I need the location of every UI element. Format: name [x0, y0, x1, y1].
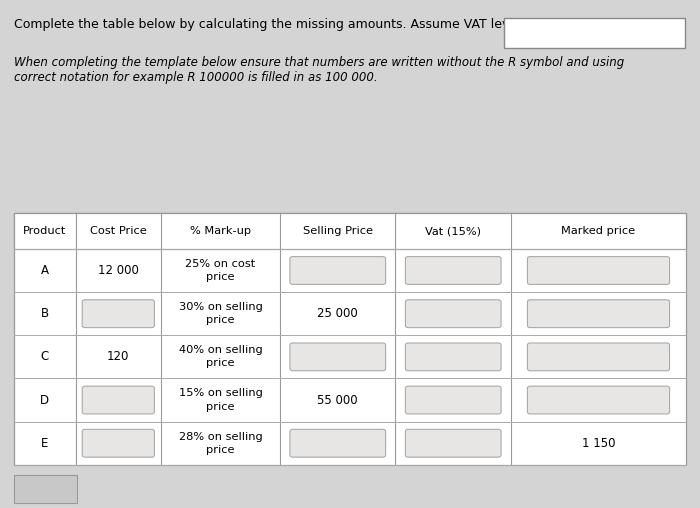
Text: Marked price: Marked price	[561, 226, 636, 236]
Text: 40% on selling
price: 40% on selling price	[178, 345, 262, 368]
Text: Product: Product	[23, 226, 66, 236]
Text: 15% on selling
price: 15% on selling price	[178, 389, 262, 411]
FancyBboxPatch shape	[290, 257, 386, 284]
FancyBboxPatch shape	[405, 300, 501, 328]
FancyBboxPatch shape	[14, 213, 686, 249]
FancyBboxPatch shape	[405, 343, 501, 371]
FancyBboxPatch shape	[528, 343, 669, 371]
Text: A: A	[41, 264, 49, 277]
Text: B: B	[41, 307, 49, 320]
FancyBboxPatch shape	[82, 386, 155, 414]
Text: When completing the template below ensure that numbers are written without the R: When completing the template below ensur…	[14, 56, 624, 84]
FancyBboxPatch shape	[528, 386, 669, 414]
Text: Selling Price: Selling Price	[302, 226, 372, 236]
FancyBboxPatch shape	[405, 257, 501, 284]
Text: % Mark-up: % Mark-up	[190, 226, 251, 236]
Text: Cost Price: Cost Price	[90, 226, 147, 236]
Text: D: D	[40, 394, 50, 406]
Text: 120: 120	[107, 351, 130, 363]
FancyBboxPatch shape	[504, 18, 685, 48]
FancyBboxPatch shape	[528, 257, 669, 284]
Text: 28% on selling
price: 28% on selling price	[178, 432, 262, 455]
Text: Time left 3:43:23: Time left 3:43:23	[543, 26, 644, 39]
FancyBboxPatch shape	[14, 475, 77, 503]
FancyBboxPatch shape	[14, 213, 686, 465]
Text: E: E	[41, 437, 48, 450]
Text: 25 000: 25 000	[317, 307, 358, 320]
FancyBboxPatch shape	[290, 429, 386, 457]
Text: 55 000: 55 000	[317, 394, 358, 406]
FancyBboxPatch shape	[405, 429, 501, 457]
Text: C: C	[41, 351, 49, 363]
Text: 25% on cost
price: 25% on cost price	[186, 259, 256, 282]
FancyBboxPatch shape	[405, 386, 501, 414]
FancyBboxPatch shape	[82, 429, 155, 457]
Text: Vat (15%): Vat (15%)	[426, 226, 482, 236]
Text: 12 000: 12 000	[98, 264, 139, 277]
FancyBboxPatch shape	[528, 300, 669, 328]
FancyBboxPatch shape	[290, 343, 386, 371]
Text: 30% on selling
price: 30% on selling price	[178, 302, 262, 325]
FancyBboxPatch shape	[82, 300, 155, 328]
Text: 1 150: 1 150	[582, 437, 615, 450]
Text: Complete the table below by calculating the missing amounts. Assume VAT levied a: Complete the table below by calculating …	[14, 18, 577, 31]
Text: Check: Check	[27, 483, 64, 495]
